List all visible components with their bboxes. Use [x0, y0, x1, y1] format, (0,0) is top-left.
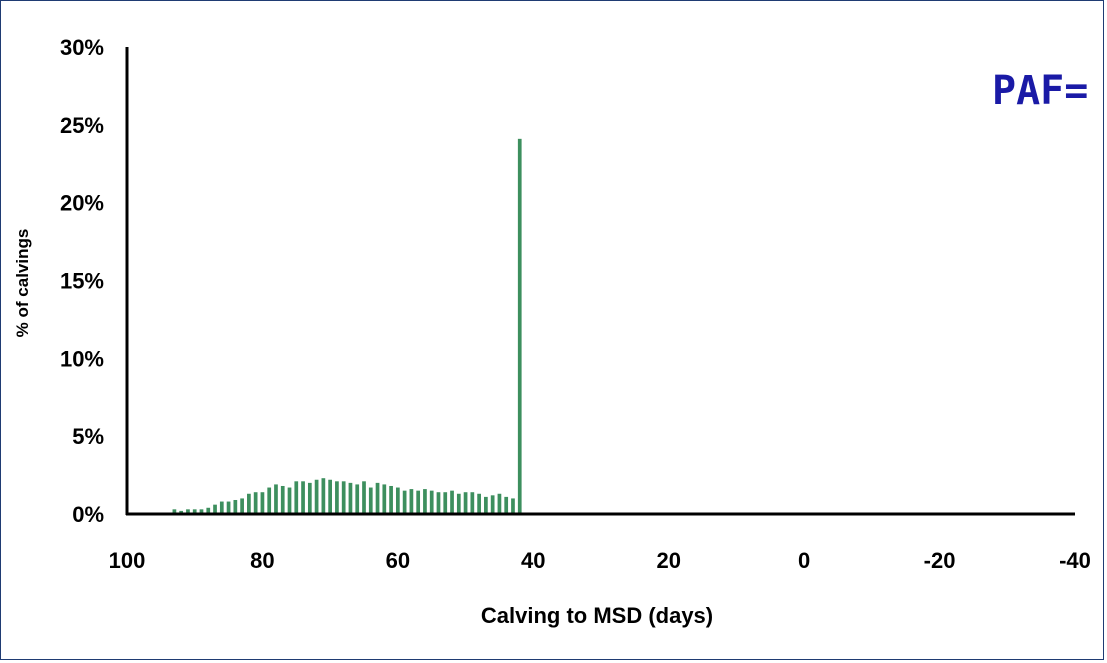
x-tick-label: 80: [250, 548, 274, 573]
x-tick-label: -20: [924, 548, 956, 573]
y-axis-title: % of calvings: [13, 229, 32, 338]
bar: [267, 487, 272, 514]
bar: [423, 489, 427, 514]
bar: [362, 481, 366, 514]
bar: [240, 498, 244, 514]
bar: [253, 492, 258, 514]
bar: [456, 493, 461, 514]
bar: [206, 507, 211, 514]
bar: [186, 509, 190, 514]
bar: [504, 496, 509, 514]
bar: [395, 487, 400, 514]
x-axis-title: Calving to MSD (days): [481, 603, 713, 628]
bar: [335, 481, 339, 514]
bar: [450, 490, 454, 514]
bar: [470, 492, 475, 514]
bar: [301, 481, 305, 514]
y-tick-label: 25%: [60, 113, 104, 138]
paf-annotation: PAF=: [992, 68, 1089, 114]
bar: [172, 509, 177, 514]
bar: [375, 482, 380, 514]
bar: [402, 490, 407, 514]
bar: [219, 501, 224, 514]
bar: [416, 490, 421, 514]
bar: [484, 496, 488, 514]
x-tick-label: 0: [798, 548, 810, 573]
y-tick-label: 0%: [72, 502, 104, 527]
bar: [274, 484, 278, 514]
bar: [260, 492, 265, 514]
x-tick-label: 40: [521, 548, 545, 573]
bar: [490, 495, 495, 514]
bar: [382, 484, 387, 514]
bar: [280, 485, 285, 514]
y-tick-label: 5%: [72, 424, 104, 449]
bar: [247, 493, 251, 514]
bar: [517, 138, 522, 514]
bar: [409, 489, 414, 514]
bar: [233, 499, 238, 514]
bar: [314, 479, 319, 514]
bar: [497, 493, 502, 514]
bar: [355, 484, 360, 514]
y-tick-label: 15%: [60, 269, 104, 294]
bar: [179, 510, 184, 514]
bar: [348, 482, 353, 514]
bar: [213, 504, 217, 514]
bar: [477, 493, 481, 514]
bar: [321, 478, 326, 514]
x-tick-labels: 100 80 60 40 20 0 -20 -40: [109, 548, 1091, 573]
x-tick-label: 100: [109, 548, 146, 573]
x-tick-label: -40: [1059, 548, 1091, 573]
bar: [511, 498, 515, 514]
bar: [436, 492, 441, 514]
bar: [287, 487, 292, 514]
bar: [307, 482, 312, 514]
bar: [429, 490, 434, 514]
bar: [192, 509, 197, 514]
bar: [463, 492, 468, 514]
bar: [226, 501, 231, 514]
x-tick-label: 20: [656, 548, 680, 573]
y-tick-labels: 0% 5% 10% 15% 20% 25% 30%: [60, 35, 104, 527]
bar: [368, 487, 373, 514]
y-tick-label: 30%: [60, 35, 104, 60]
bar: [443, 492, 448, 514]
bar: [341, 481, 346, 514]
bar: [389, 485, 393, 514]
bar: [328, 479, 332, 514]
bar-series: [172, 138, 522, 514]
x-tick-label: 60: [386, 548, 410, 573]
bar: [294, 481, 299, 514]
bar: [199, 509, 204, 514]
y-tick-label: 20%: [60, 191, 104, 216]
y-tick-label: 10%: [60, 346, 104, 371]
